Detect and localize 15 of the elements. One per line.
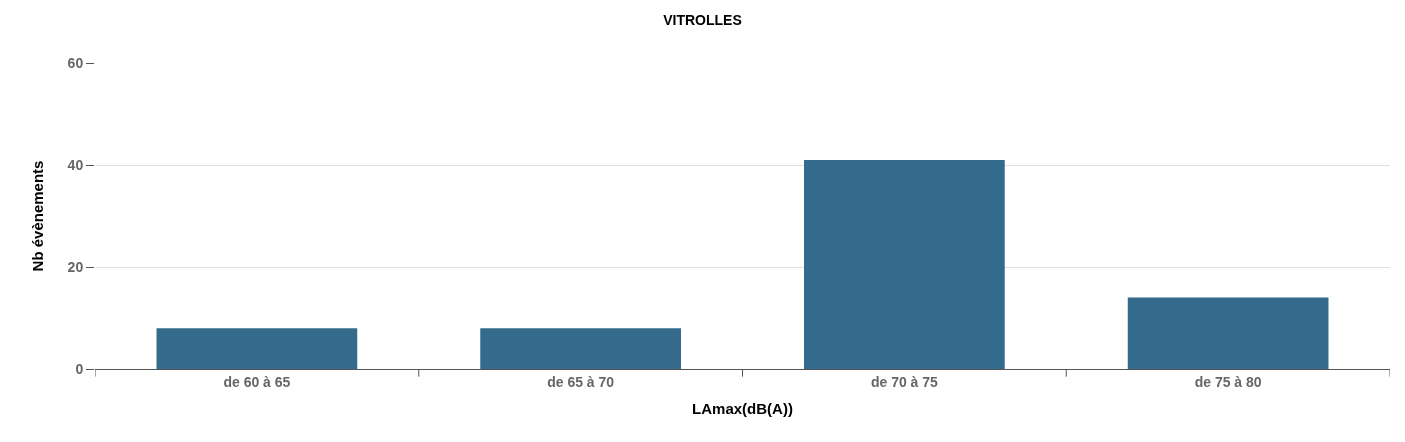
x-axis-title: LAmax(dB(A)) bbox=[692, 399, 793, 417]
x-tick-label: de 60 à 65 bbox=[223, 373, 291, 390]
y-tick-label: 0 bbox=[75, 360, 84, 377]
bar bbox=[156, 328, 358, 369]
bar bbox=[480, 328, 681, 369]
x-tick-label: de 65 à 70 bbox=[547, 373, 615, 390]
y-tick-label: 20 bbox=[67, 258, 84, 275]
x-tick-label: de 75 à 80 bbox=[1194, 373, 1262, 390]
bar bbox=[1127, 297, 1329, 369]
y-tick-label: 60 bbox=[67, 54, 84, 71]
chart-title: VITROLLES bbox=[663, 11, 742, 28]
y-axis-title: Nb évènements bbox=[28, 160, 46, 272]
y-tick-label: 40 bbox=[67, 156, 84, 173]
x-tick-label: de 70 à 75 bbox=[870, 373, 939, 390]
bar bbox=[804, 159, 1005, 369]
